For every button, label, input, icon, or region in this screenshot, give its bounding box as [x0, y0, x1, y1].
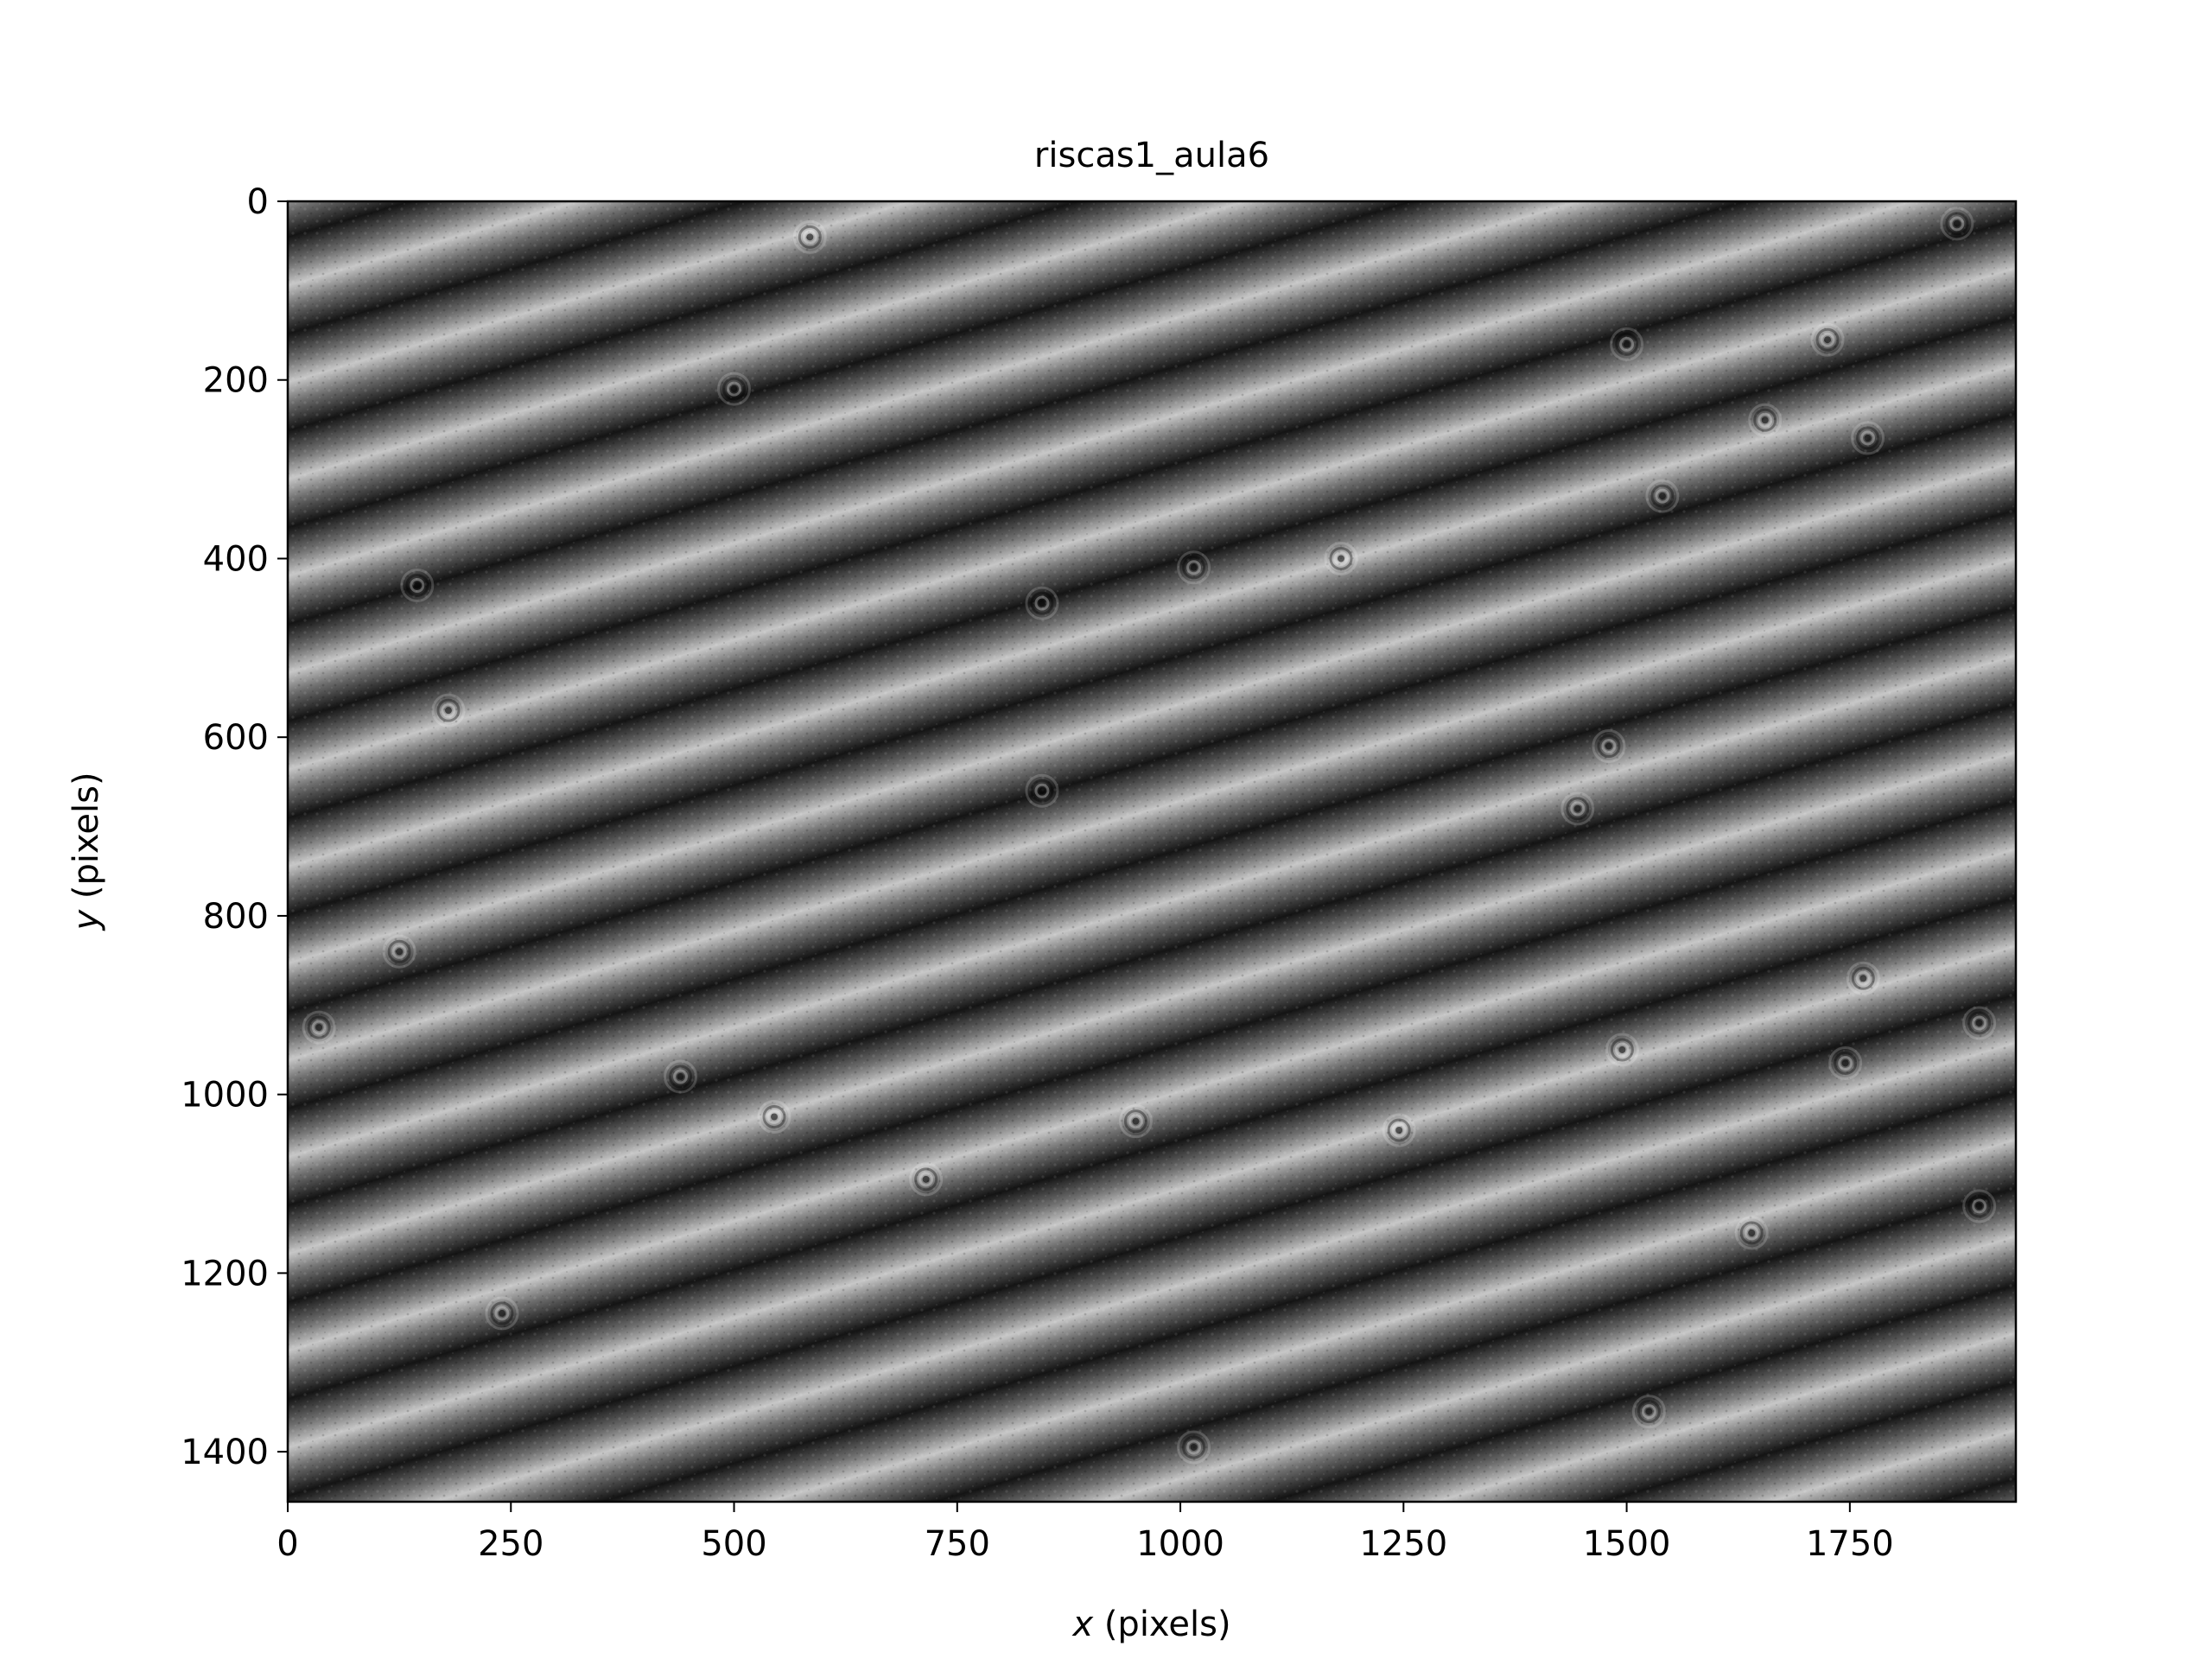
ring-feature: [1750, 404, 1781, 435]
x-tick-label: 1750: [1806, 1524, 1894, 1564]
ring-feature: [433, 695, 464, 726]
ring-feature: [1179, 552, 1210, 583]
y-axis-label-var: y: [67, 909, 106, 931]
ring-feature: [486, 1298, 518, 1329]
chart-title: riscas1_aula6: [1034, 136, 1269, 175]
plot-area: [288, 201, 2016, 1502]
ring-feature: [1383, 1115, 1414, 1146]
ring-feature: [1593, 731, 1624, 762]
ring-feature: [1562, 793, 1593, 824]
ring-feature: [1611, 328, 1643, 359]
x-axis-label-unit: (pixels): [1093, 1605, 1230, 1644]
ring-feature: [719, 373, 750, 404]
ring-feature: [1027, 588, 1058, 619]
ring-feature: [1606, 1034, 1637, 1065]
y-tick-label: 1400: [181, 1433, 269, 1472]
speckle-texture: [288, 201, 2016, 1502]
x-tick-label: 1250: [1359, 1524, 1447, 1564]
ring-feature: [1325, 543, 1357, 574]
ring-feature: [1736, 1217, 1767, 1249]
y-axis-ticks: 0 200 400 600 800 1000 1200 1400: [181, 182, 288, 1472]
ring-feature: [384, 936, 415, 967]
y-tick-label: 400: [203, 539, 269, 579]
ring-feature: [1179, 1432, 1210, 1463]
ring-feature: [759, 1101, 790, 1132]
ring-feature: [1964, 1191, 1995, 1222]
y-tick-label: 800: [203, 897, 269, 937]
y-tick-label: 600: [203, 718, 269, 758]
ring-feature: [911, 1164, 942, 1195]
ring-feature: [1942, 208, 1973, 239]
ring-feature: [1830, 1047, 1861, 1078]
x-tick-label: 1000: [1136, 1524, 1224, 1564]
y-axis-label-unit: (pixels): [67, 772, 106, 909]
x-tick-label: 250: [478, 1524, 543, 1564]
ring-feature: [303, 1012, 334, 1043]
ring-feature: [1847, 963, 1878, 994]
x-tick-label: 500: [701, 1524, 766, 1564]
x-tick-label: 750: [925, 1524, 990, 1564]
y-axis-label: y (pixels): [67, 772, 106, 931]
ring-feature: [794, 221, 825, 252]
ring-feature: [665, 1061, 696, 1092]
x-axis-label-var: x: [1071, 1605, 1093, 1644]
y-tick-label: 0: [247, 182, 269, 222]
y-tick-label: 1200: [181, 1254, 269, 1294]
ring-feature: [1120, 1106, 1151, 1137]
x-axis-ticks: 0 250 500 750 1000 1250 1500 1750: [276, 1502, 1893, 1564]
x-tick-label: 0: [276, 1524, 298, 1564]
y-tick-label: 200: [203, 361, 269, 401]
ring-feature: [1027, 775, 1058, 806]
y-tick-label: 1000: [181, 1076, 269, 1116]
ring-feature: [402, 569, 433, 601]
ring-feature: [1964, 1007, 1995, 1039]
ring-feature: [1647, 480, 1678, 512]
ring-feature: [1812, 324, 1843, 355]
ring-feature: [1853, 423, 1884, 454]
x-tick-label: 1500: [1583, 1524, 1671, 1564]
ring-feature: [1633, 1396, 1664, 1427]
x-axis-label: x (pixels): [1071, 1605, 1230, 1644]
